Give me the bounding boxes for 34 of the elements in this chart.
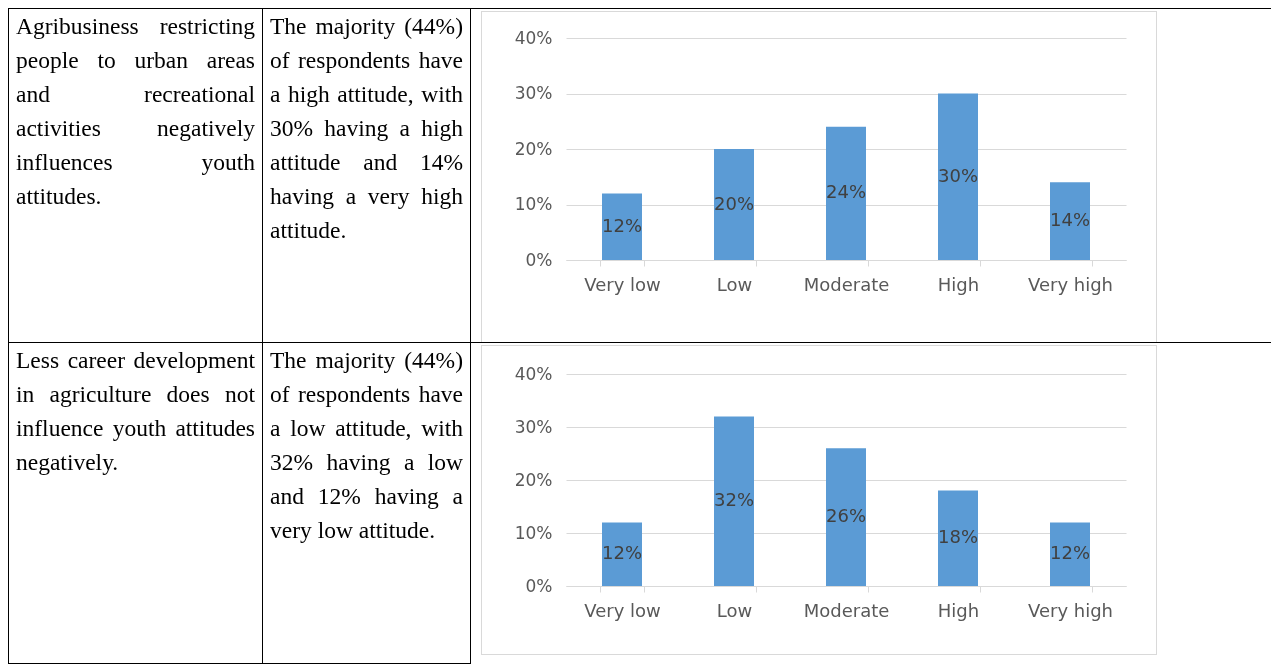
y-tick-label: 30%: [514, 83, 553, 103]
x-tick-label: Moderate: [803, 599, 890, 621]
data-label: 12%: [1049, 542, 1091, 564]
data-label: 14%: [1049, 209, 1091, 231]
data-label: 32%: [713, 489, 755, 511]
y-tick-label: 0%: [525, 575, 553, 596]
x-tick-label: Very low: [584, 599, 661, 621]
x-tick-label: Very high: [1027, 273, 1114, 295]
x-tick-label: Moderate: [803, 273, 890, 295]
text: The majority (44%) of respondents have a low attitude, with 32% having a low and 12% having a very low attitude.: [262, 343, 470, 663]
x-tick-label: High: [937, 599, 980, 621]
data-label: 12%: [601, 214, 643, 236]
x-tick-label: Very low: [584, 273, 661, 295]
data-label: 24%: [825, 181, 867, 203]
y-tick-label: 20%: [514, 138, 553, 159]
x-tick-label: Low: [716, 599, 753, 621]
y-tick-label: 0%: [525, 249, 553, 270]
y-tick-label: 40%: [514, 27, 553, 48]
data-label: 26%: [825, 505, 867, 527]
data-label: 20%: [713, 192, 755, 214]
x-tick-label: Low: [716, 273, 753, 295]
data-label: 18%: [937, 526, 979, 548]
x-tick-label: High: [937, 273, 980, 295]
text: Less career development in agriculture does not influence youth attitudes negatively.: [8, 343, 262, 663]
text: The majority (44%) of respondents have a high attitude, with 30% having a high attitude and 14% having a very high attitude.: [262, 9, 470, 342]
y-tick-label: 20%: [514, 469, 553, 490]
text: Agribusiness restricting people to urban areas and recreational activities negatively influences youth attitudes.: [8, 9, 262, 342]
data-label: 30%: [937, 164, 979, 186]
data-label: 12%: [601, 542, 643, 564]
y-tick-label: 10%: [514, 522, 553, 543]
y-tick-label: 40%: [514, 363, 553, 384]
y-tick-label: 30%: [514, 416, 553, 437]
y-tick-label: 10%: [514, 194, 553, 214]
x-tick-label: Very high: [1027, 599, 1114, 621]
